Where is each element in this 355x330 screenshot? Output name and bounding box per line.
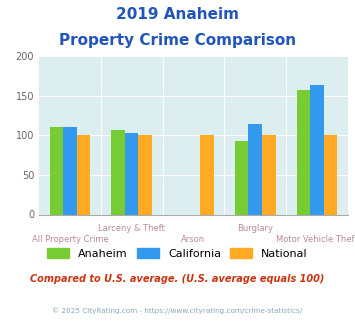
Bar xyxy=(262,135,275,214)
Text: Compared to U.S. average. (U.S. average equals 100): Compared to U.S. average. (U.S. average … xyxy=(30,274,325,284)
Text: All Property Crime: All Property Crime xyxy=(32,235,108,244)
Text: Property Crime Comparison: Property Crime Comparison xyxy=(59,33,296,48)
Text: Motor Vehicle Theft: Motor Vehicle Theft xyxy=(276,235,355,244)
Text: © 2025 CityRating.com - https://www.cityrating.com/crime-statistics/: © 2025 CityRating.com - https://www.city… xyxy=(53,307,302,314)
Bar xyxy=(248,124,262,214)
Text: 2019 Anaheim: 2019 Anaheim xyxy=(116,7,239,21)
Bar xyxy=(63,127,77,214)
Text: Arson: Arson xyxy=(181,235,206,244)
Bar xyxy=(324,135,337,214)
Bar xyxy=(235,141,248,214)
Bar xyxy=(77,135,90,214)
Bar xyxy=(111,130,125,214)
Bar xyxy=(297,90,310,214)
Bar xyxy=(138,135,152,214)
Text: Burglary: Burglary xyxy=(237,224,273,233)
Text: Larceny & Theft: Larceny & Theft xyxy=(98,224,165,233)
Bar xyxy=(200,135,214,214)
Bar xyxy=(50,127,63,214)
Bar xyxy=(310,85,324,214)
Bar xyxy=(125,133,138,214)
Legend: Anaheim, California, National: Anaheim, California, National xyxy=(43,243,312,263)
